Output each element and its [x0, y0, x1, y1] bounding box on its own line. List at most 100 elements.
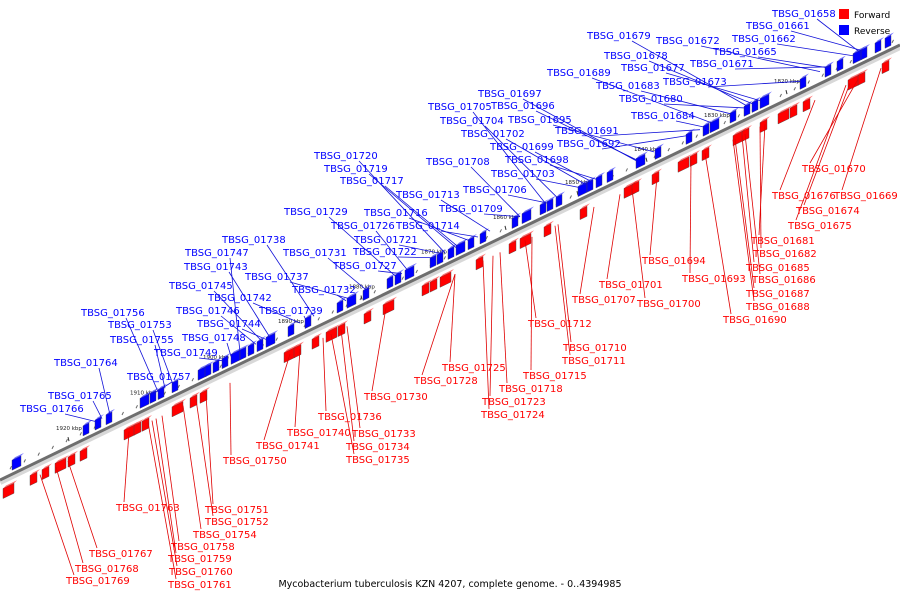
reverse-gene-glyph[interactable]: [743, 103, 751, 117]
reverse-gene-glyph[interactable]: [256, 338, 264, 353]
reverse-gene-glyph[interactable]: [555, 194, 563, 208]
forward-gene-glyph[interactable]: [29, 471, 38, 486]
gene-label[interactable]: TBSG_01724: [480, 410, 545, 421]
forward-gene-glyph[interactable]: [802, 98, 811, 113]
gene-label[interactable]: TBSG_01662: [731, 34, 796, 45]
gene-label[interactable]: TBSG_01697: [477, 89, 542, 100]
gene-label[interactable]: TBSG_01745: [168, 281, 233, 292]
reverse-gene-glyph[interactable]: [149, 390, 157, 404]
gene-label[interactable]: TBSG_01752: [204, 517, 269, 528]
reverse-gene-glyph[interactable]: [94, 416, 102, 431]
gene-label[interactable]: TBSG_01686: [751, 275, 816, 286]
reverse-gene-glyph[interactable]: [709, 118, 720, 134]
forward-gene-glyph[interactable]: [41, 465, 50, 481]
forward-gene-glyph[interactable]: [881, 59, 890, 75]
reverse-gene-glyph[interactable]: [479, 230, 487, 245]
gene-label[interactable]: TBSG_01708: [425, 157, 490, 168]
reverse-gene-glyph[interactable]: [212, 359, 220, 374]
gene-label[interactable]: TBSG_01665: [712, 47, 777, 58]
gene-label[interactable]: TBSG_01678: [603, 51, 668, 62]
gene-label[interactable]: TBSG_01712: [527, 319, 592, 330]
gene-label[interactable]: TBSG_01682: [752, 249, 817, 260]
gene-label[interactable]: TBSG_01698: [504, 155, 569, 166]
gene-label[interactable]: TBSG_01750: [222, 456, 287, 467]
reverse-gene-glyph[interactable]: [11, 455, 22, 471]
forward-gene-glyph[interactable]: [79, 447, 88, 462]
gene-label[interactable]: TBSG_01759: [167, 554, 232, 565]
reverse-gene-glyph[interactable]: [884, 35, 892, 49]
reverse-gene-glyph[interactable]: [204, 363, 212, 378]
gene-label[interactable]: TBSG_01731: [282, 248, 347, 259]
forward-gene-glyph[interactable]: [789, 104, 798, 119]
gene-label[interactable]: TBSG_01753: [107, 320, 172, 331]
forward-gene-glyph[interactable]: [421, 282, 430, 297]
reverse-gene-glyph[interactable]: [824, 64, 832, 78]
gene-label[interactable]: TBSG_01670: [801, 164, 866, 175]
reverse-gene-glyph[interactable]: [874, 39, 882, 54]
gene-label[interactable]: TBSG_01732: [291, 285, 356, 296]
reverse-gene-glyph[interactable]: [436, 251, 444, 266]
gene-label[interactable]: TBSG_01736: [317, 412, 382, 423]
gene-label[interactable]: TBSG_01679: [586, 31, 651, 42]
forward-gene-glyph[interactable]: [759, 118, 768, 133]
gene-label[interactable]: TBSG_01688: [745, 302, 810, 313]
gene-label[interactable]: TBSG_01673: [662, 77, 727, 88]
reverse-gene-glyph[interactable]: [595, 174, 603, 189]
gene-label[interactable]: TBSG_01684: [630, 111, 695, 122]
reverse-gene-glyph[interactable]: [606, 169, 614, 183]
reverse-gene-glyph[interactable]: [287, 323, 295, 338]
forward-gene-glyph[interactable]: [508, 240, 517, 255]
gene-label[interactable]: TBSG_01707: [571, 295, 636, 306]
reverse-gene-glyph[interactable]: [836, 58, 844, 72]
reverse-gene-glyph[interactable]: [654, 146, 662, 160]
gene-label[interactable]: TBSG_01677: [620, 63, 685, 74]
gene-label[interactable]: TBSG_01743: [183, 262, 248, 273]
gene-label[interactable]: TBSG_01742: [207, 293, 272, 304]
gene-label[interactable]: TBSG_01766: [19, 404, 84, 415]
forward-gene-glyph[interactable]: [579, 205, 588, 220]
gene-label[interactable]: TBSG_01693: [681, 274, 746, 285]
gene-label[interactable]: TBSG_01756: [80, 308, 145, 319]
gene-label[interactable]: TBSG_01723: [481, 397, 546, 408]
gene-label[interactable]: TBSG_01751: [204, 505, 269, 516]
gene-label[interactable]: TBSG_01696: [490, 101, 555, 112]
gene-label[interactable]: TBSG_01765: [47, 391, 112, 402]
reverse-gene-glyph[interactable]: [247, 342, 255, 357]
gene-label[interactable]: TBSG_01757: [126, 372, 191, 383]
gene-label[interactable]: TBSG_01715: [522, 371, 587, 382]
forward-gene-glyph[interactable]: [543, 223, 552, 238]
reverse-gene-glyph[interactable]: [546, 198, 554, 212]
reverse-gene-glyph[interactable]: [467, 236, 475, 251]
gene-label[interactable]: TBSG_01687: [745, 289, 810, 300]
gene-label[interactable]: TBSG_01741: [255, 441, 320, 452]
gene-label[interactable]: TBSG_01767: [88, 549, 153, 560]
gene-label[interactable]: TBSG_01726: [330, 221, 395, 232]
gene-label[interactable]: TBSG_01722: [352, 247, 417, 258]
gene-label[interactable]: TBSG_01769: [65, 576, 130, 587]
forward-gene-glyph[interactable]: [141, 417, 150, 432]
gene-label[interactable]: TBSG_01733: [351, 429, 416, 440]
gene-label[interactable]: TBSG_01744: [196, 319, 261, 330]
gene-label[interactable]: TBSG_01714: [395, 221, 460, 232]
reverse-gene-glyph[interactable]: [386, 275, 394, 290]
gene-label[interactable]: TBSG_01669: [833, 191, 898, 202]
gene-label[interactable]: TBSG_01728: [413, 376, 478, 387]
reverse-gene-glyph[interactable]: [346, 293, 357, 309]
gene-label[interactable]: TBSG_01718: [498, 384, 563, 395]
gene-label[interactable]: TBSG_01703: [490, 169, 555, 180]
gene-label[interactable]: TBSG_01734: [345, 442, 410, 453]
gene-label[interactable]: TBSG_01725: [441, 363, 506, 374]
gene-label[interactable]: TBSG_01674: [795, 206, 860, 217]
reverse-gene-glyph[interactable]: [336, 299, 344, 314]
gene-label[interactable]: TBSG_01737: [244, 272, 309, 283]
gene-label[interactable]: TBSG_01704: [439, 116, 504, 127]
gene-label[interactable]: TBSG_01690: [722, 315, 787, 326]
gene-label[interactable]: TBSG_01755: [109, 335, 174, 346]
gene-label[interactable]: TBSG_01717: [339, 176, 404, 187]
reverse-gene-glyph[interactable]: [394, 271, 402, 286]
gene-label[interactable]: TBSG_01672: [655, 36, 720, 47]
gene-label[interactable]: TBSG_01709: [438, 204, 503, 215]
reverse-gene-glyph[interactable]: [751, 99, 759, 113]
gene-label[interactable]: TBSG_01661: [745, 21, 810, 32]
reverse-gene-glyph[interactable]: [539, 201, 547, 216]
